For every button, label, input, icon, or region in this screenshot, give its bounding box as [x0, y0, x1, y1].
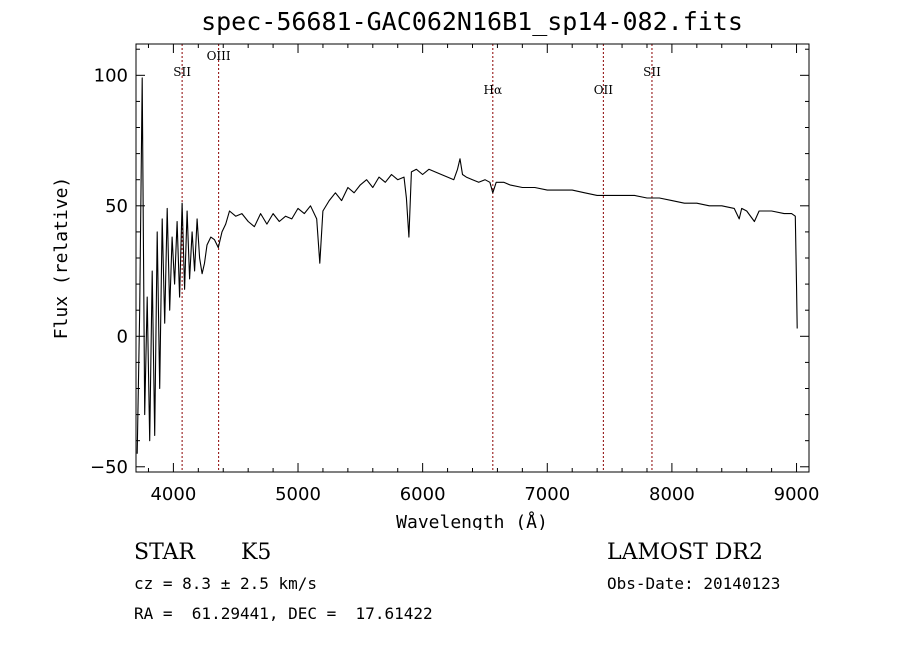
- spectral-line-label: SII: [643, 65, 661, 79]
- x-tick-label: 4000: [150, 484, 196, 505]
- x-tick-label: 5000: [275, 484, 321, 505]
- spectral-subclass: K5: [241, 540, 272, 565]
- x-axis-label: Wavelength (Å): [396, 511, 548, 530]
- survey-name: LAMOST DR2: [607, 540, 763, 565]
- y-tick-label: 50: [105, 196, 128, 217]
- x-tick-label: 9000: [774, 484, 820, 505]
- x-tick-label: 6000: [400, 484, 446, 505]
- spectral-line-label: OII: [594, 83, 614, 97]
- spectral-line-label: OIII: [207, 49, 231, 63]
- spectral-line-markers: SII OIII Hα OII SII: [173, 44, 661, 472]
- y-tick-label: 100: [94, 65, 128, 86]
- spectrum-chart: spec-56681-GAC062N16B1_sp14-082.fits SII…: [51, 7, 820, 530]
- y-axis: −50 0 50 100: [90, 48, 809, 478]
- x-tick-label: 8000: [649, 484, 695, 505]
- chart-title: spec-56681-GAC062N16B1_sp14-082.fits: [201, 7, 743, 36]
- plot-frame: [135, 43, 810, 473]
- coordinates: RA = 61.29441, DEC = 17.61422: [134, 604, 433, 623]
- spectral-line-label: Hα: [484, 83, 503, 97]
- spectral-line-label: SII: [173, 65, 191, 79]
- y-tick-label: −50: [90, 457, 128, 478]
- redshift-velocity: cz = 8.3 ± 2.5 km/s: [134, 574, 318, 593]
- object-class: STAR: [134, 540, 195, 565]
- y-axis-label: Flux (relative): [51, 177, 72, 340]
- observation-date: Obs-Date: 20140123: [607, 574, 781, 593]
- x-tick-label: 7000: [524, 484, 570, 505]
- x-axis: 4000 5000 6000 7000 8000 9000: [147, 44, 820, 505]
- spectrum-series-line: [136, 77, 798, 454]
- y-tick-label: 0: [117, 326, 128, 347]
